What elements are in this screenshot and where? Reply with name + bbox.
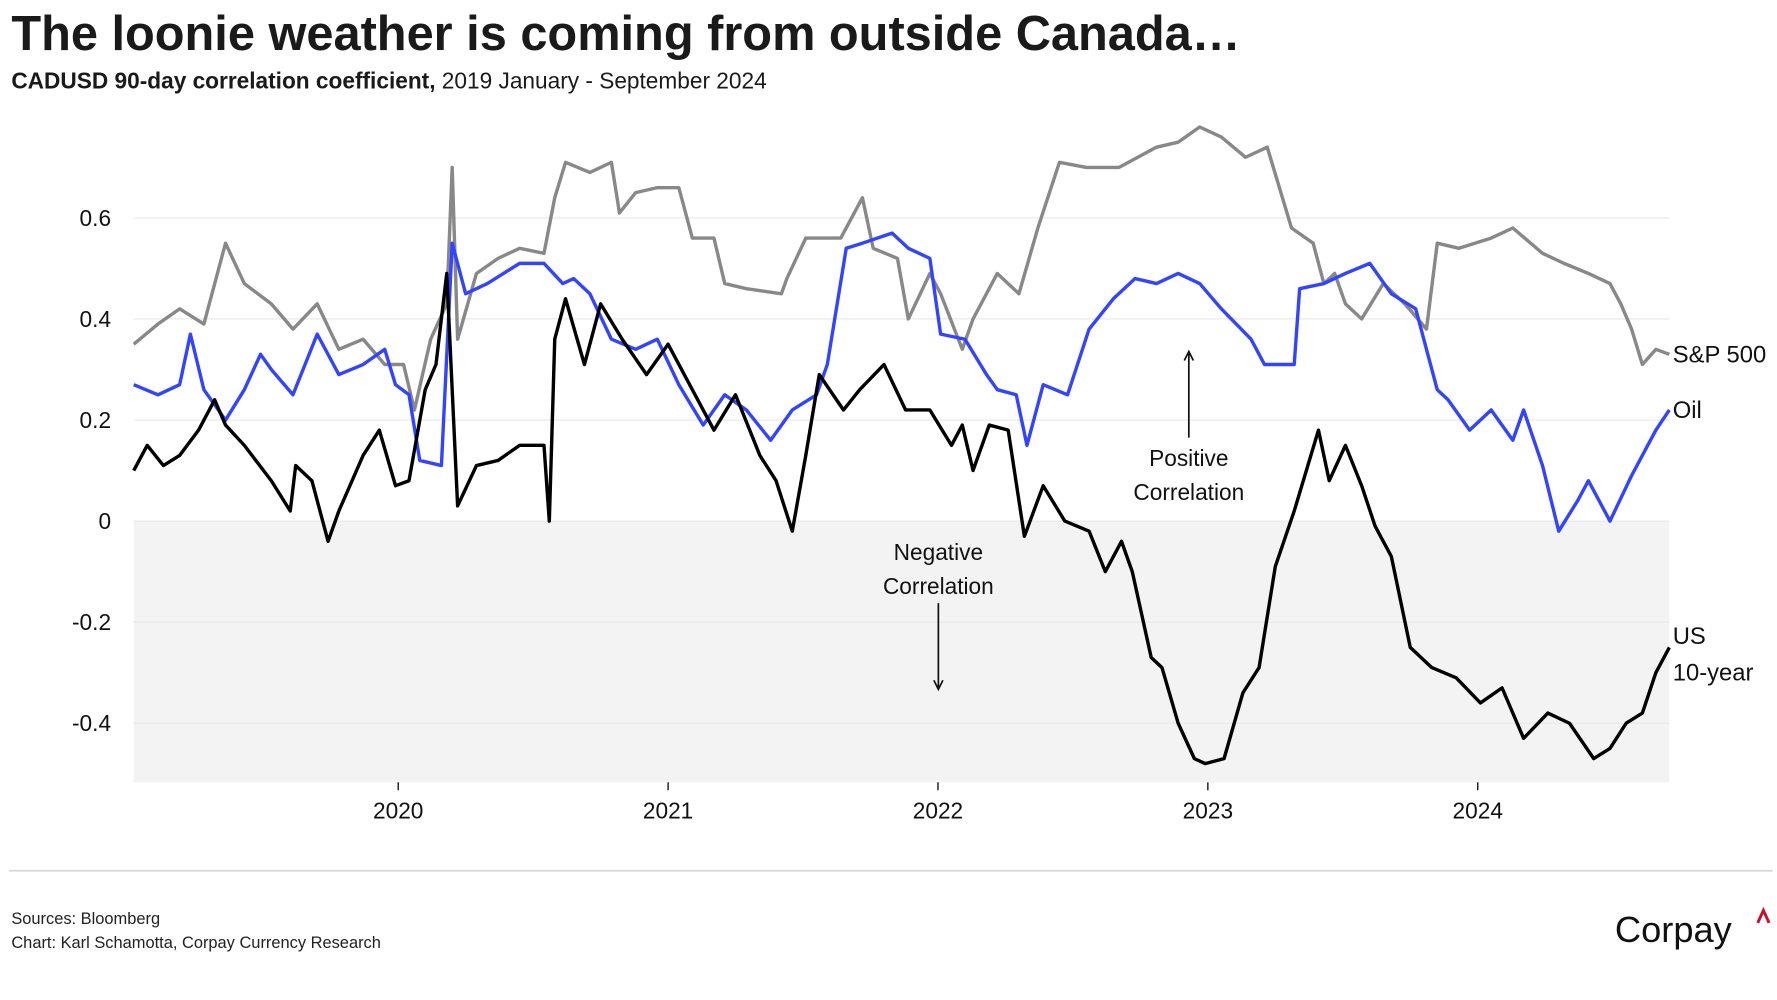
annotation-positive-line1: Positive <box>1149 445 1228 471</box>
series-lines <box>132 125 1671 766</box>
footer-sources: Sources: Bloomberg <box>11 910 160 928</box>
gridlines <box>133 217 1670 724</box>
corpay-logo: Corpay <box>1615 906 1771 950</box>
y-axis: 0.6 0.4 0.2 0 -0.2 -0.4 <box>72 205 111 736</box>
chart-subtitle: CADUSD 90-day correlation coefficient, 2… <box>11 67 766 93</box>
annotation-negative-line2: Correlation <box>883 573 994 599</box>
series-label-us-10-year-line2: 10-year <box>1673 659 1754 686</box>
y-tick-label: 0.4 <box>80 306 111 332</box>
x-tick-label: 2024 <box>1453 798 1503 824</box>
subtitle-rest: 2019 January - September 2024 <box>436 67 767 93</box>
series-line-oil <box>133 231 1671 533</box>
y-tick-label: 0 <box>98 508 111 534</box>
annotation-negative-line1: Negative <box>894 539 983 565</box>
annotation-negative: Negative Correlation <box>883 539 994 692</box>
x-tick-label: 2023 <box>1183 798 1233 824</box>
footer-credit: Chart: Karl Schamotta, Corpay Currency R… <box>11 934 381 952</box>
series-label-oil: Oil <box>1673 397 1702 424</box>
arrowhead-down-icon <box>933 679 944 692</box>
x-tick-label: 2021 <box>643 798 693 824</box>
annotation-positive-line2: Correlation <box>1133 479 1244 505</box>
series-line-us-10-year <box>132 271 1671 766</box>
chart-title: The loonie weather is coming from outsid… <box>11 7 1240 61</box>
x-tick-label: 2020 <box>373 798 423 824</box>
x-axis: 2020 2021 2022 2023 2024 <box>373 782 1503 824</box>
y-tick-label: -0.4 <box>72 710 111 736</box>
logo-caret-icon <box>1756 906 1771 924</box>
series-labels: S&P 500 Oil US 10-year <box>1673 341 1766 686</box>
series-line-s-p-500 <box>132 125 1670 412</box>
plot-area: 0.60.40.20-0.2-0.4 2020 2021 2022 2023 2024 … <box>72 125 1766 824</box>
y-tick-label: -0.2 <box>72 609 111 635</box>
subtitle-bold: CADUSD 90-day correlation coefficient, <box>11 67 435 93</box>
logo-text: Corpay <box>1615 909 1733 950</box>
y-tick-label: 0.2 <box>80 407 111 433</box>
series-label-us-10-year: US <box>1673 623 1706 650</box>
series-label-s-p-500: S&P 500 <box>1673 341 1766 368</box>
annotation-positive: Positive Correlation <box>1133 349 1244 505</box>
arrowhead-up-icon <box>1183 349 1195 361</box>
x-tick-label: 2022 <box>913 798 963 824</box>
y-tick-label: 0.6 <box>80 205 111 231</box>
